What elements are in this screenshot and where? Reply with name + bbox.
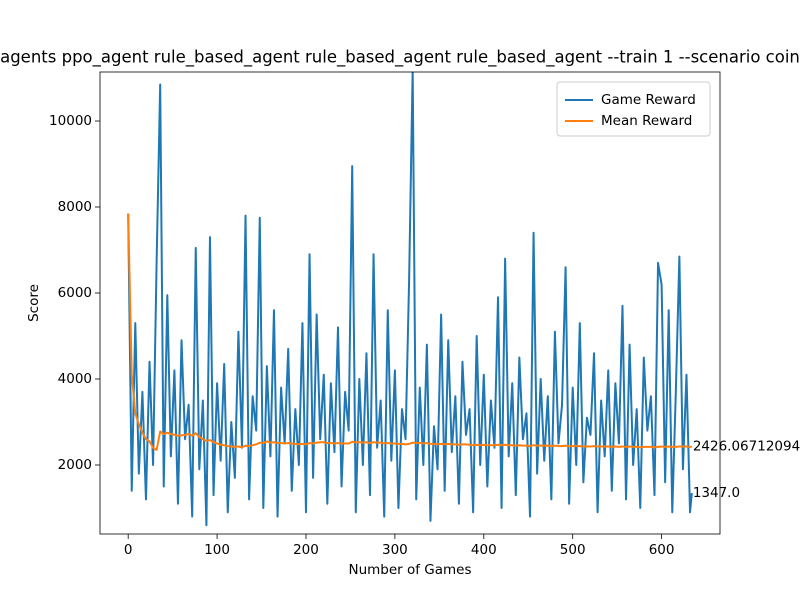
data-line xyxy=(127,213,692,451)
x-axis-label: Number of Games xyxy=(348,562,471,578)
x-tick-label: 200 xyxy=(293,542,319,558)
y-tick-label: 8000 xyxy=(58,199,92,215)
legend-label: Game Reward xyxy=(601,92,696,108)
y-tick-label: 10000 xyxy=(49,113,92,129)
legend-label: Mean Reward xyxy=(601,113,692,129)
chart-title: agents ppo_agent rule_based_agent rule_b… xyxy=(0,48,800,68)
x-tick-label: 500 xyxy=(560,542,586,558)
x-tick-label: 300 xyxy=(382,542,408,558)
x-tick-label: 0 xyxy=(124,542,133,558)
legend-box xyxy=(556,81,711,137)
axes-frame xyxy=(99,71,721,535)
y-tick-label: 4000 xyxy=(58,371,92,387)
y-axis-label: Score xyxy=(26,284,42,322)
annotation: 2426.06712094 xyxy=(693,439,800,455)
x-tick-label: 100 xyxy=(204,542,230,558)
data-line xyxy=(127,72,693,527)
annotation: 1347.0 xyxy=(693,485,740,501)
y-tick-label: 2000 xyxy=(58,457,92,473)
y-tick-label: 6000 xyxy=(58,285,92,301)
plot-area xyxy=(127,72,693,527)
x-tick-label: 400 xyxy=(471,542,497,558)
x-tick-label: 600 xyxy=(649,542,675,558)
